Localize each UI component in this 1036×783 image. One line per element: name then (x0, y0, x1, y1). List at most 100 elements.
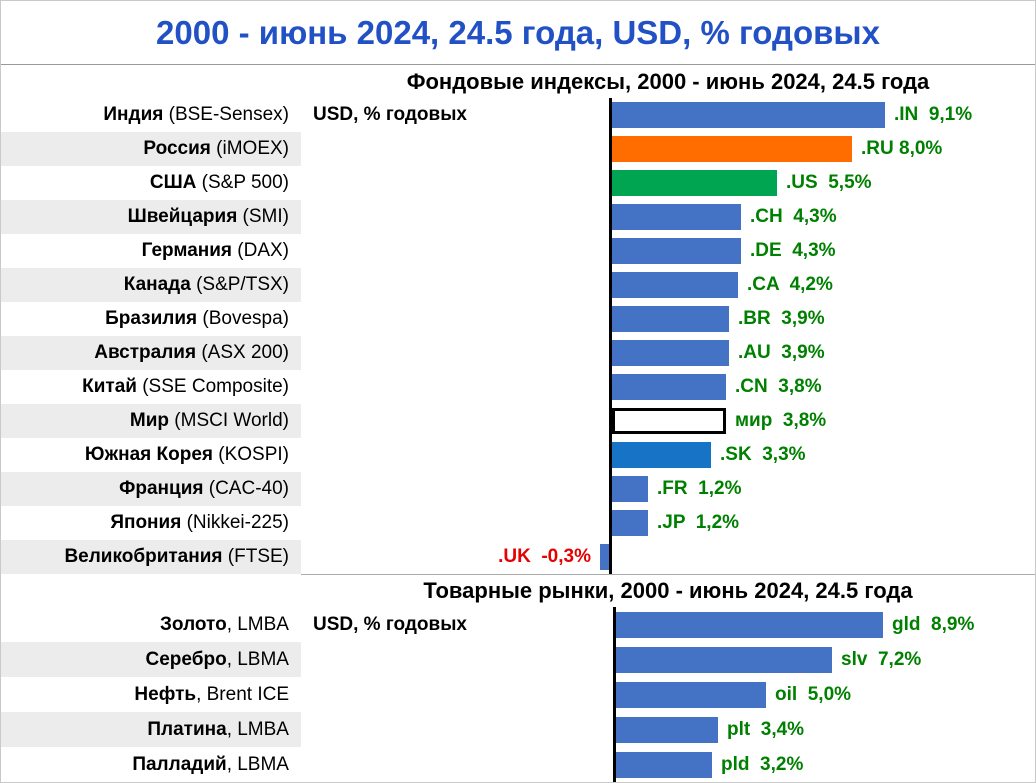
chart-row-palladium: Палладий, LBMA pld 3,2% (1, 747, 1035, 782)
chart-row-world: Мир (MSCI World) мир 3,8% (1, 404, 1035, 438)
bar-value-label: plt 3,4% (727, 718, 805, 740)
axis-line (609, 166, 612, 200)
axis-line (613, 712, 616, 747)
row-label-detail: (Nikkei-225) (181, 512, 289, 533)
chart-row-uk: Великобритания (FTSE) .UK -0,3% (1, 540, 1035, 574)
chart-row-oil: Нефть, Brent ICE oil 5,0% (1, 677, 1035, 712)
axis-left-zone (301, 438, 609, 472)
bar-value-label: мир 3,8% (735, 410, 827, 431)
row-label-detail: (CAC-40) (203, 478, 289, 499)
row-label: Канада (S&P/TSX) (1, 268, 301, 302)
section-title-stock-indices: Фондовые индексы, 2000 - июнь 2024, 24.5… (406, 68, 930, 94)
row-label-detail: (ASX 200) (196, 342, 289, 363)
row-label-detail: , LMBA (226, 718, 289, 740)
bar (612, 306, 729, 332)
bar-negative (600, 544, 609, 570)
axis-line (609, 268, 612, 302)
bar-value-label: .SK 3,3% (720, 444, 806, 465)
chart-row-usa: США (S&P 500) .US 5,5% (1, 166, 1035, 200)
bar-value-label: .CH 4,3% (750, 206, 837, 227)
chart-row-japan: Япония (Nikkei-225) .JP 1,2% (1, 506, 1035, 540)
axis-line (613, 677, 616, 712)
row-label-name: Платина (147, 718, 227, 740)
row-label-name: США (149, 172, 197, 193)
row-label-detail: (FTSE) (222, 546, 289, 567)
plot-cell: .AU 3,9% (301, 336, 1035, 370)
bar (616, 751, 712, 778)
row-label-detail: (DAX) (232, 240, 289, 261)
bar-value-label: .AU 3,9% (738, 342, 825, 363)
row-label-detail: (iMOEX) (210, 138, 289, 159)
axis-line (609, 506, 612, 540)
bar (616, 646, 832, 673)
plot-cell: .BR 3,9% (301, 302, 1035, 336)
bar-value-label: .CA 4,2% (747, 274, 833, 295)
row-label: Австралия (ASX 200) (1, 336, 301, 370)
chart-row-france: Франция (CAC-40) .FR 1,2% (1, 472, 1035, 506)
plot-cell: мир 3,8% (301, 404, 1035, 438)
axis-unit-label: USD, % годовых (313, 104, 468, 125)
row-label: Платина, LMBA (1, 712, 301, 747)
row-label-name: Палладий (132, 753, 227, 775)
bar (616, 716, 718, 743)
axis-left-zone (301, 506, 609, 540)
row-label-name: Серебро (145, 648, 227, 670)
bar (612, 170, 777, 196)
plot-cell: .RU 8,0% (301, 132, 1035, 166)
row-label: Южная Корея (KOSPI) (1, 438, 301, 472)
chart-row-russia: Россия (iMOEX) .RU 8,0% (1, 132, 1035, 166)
section-title-commodities: Товарные рынки, 2000 - июнь 2024, 24.5 г… (301, 574, 1035, 607)
chart-row-platinum: Платина, LMBA plt 3,4% (1, 712, 1035, 747)
plot-cell: .DE 4,3% (301, 234, 1035, 268)
axis-left-zone (301, 677, 613, 712)
row-label-detail: (MSCI World) (169, 410, 289, 431)
axis-left-zone: .UK -0,3% (301, 540, 609, 574)
bar (616, 611, 883, 638)
row-label-name: Австралия (94, 342, 197, 363)
bar (612, 272, 738, 298)
axis-line (609, 370, 612, 404)
row-label: Серебро, LBMA (1, 642, 301, 677)
bar (616, 681, 766, 708)
bar-value-label: slv 7,2% (841, 648, 922, 670)
row-label-name: Бразилия (105, 308, 198, 329)
row-label: Франция (CAC-40) (1, 472, 301, 506)
row-label-name: Южная Корея (84, 444, 213, 465)
axis-line (609, 132, 612, 166)
row-label-name: Швейцария (127, 206, 238, 227)
row-label-name: Великобритания (64, 546, 223, 567)
plot-cell: slv 7,2% (301, 642, 1035, 677)
plot-cell: pld 3,2% (301, 747, 1035, 782)
row-label-detail: (S&P 500) (196, 172, 289, 193)
chart-row-gold: Золото, LMBA USD, % годовых gld 8,9% (1, 607, 1035, 642)
axis-left-zone (301, 472, 609, 506)
chart-row-india: Индия (BSE-Sensex) USD, % годовых .IN 9,… (1, 98, 1035, 132)
axis-line (613, 747, 616, 782)
row-label: Золото, LMBA (1, 607, 301, 642)
bar-value-label: .CN 3,8% (735, 376, 822, 397)
plot-cell: .SK 3,3% (301, 438, 1035, 472)
row-label-detail: , LMBA (226, 613, 289, 635)
axis-line (609, 438, 612, 472)
chart-row-south-korea: Южная Корея (KOSPI) .SK 3,3% (1, 438, 1035, 472)
plot-cell: .FR 1,2% (301, 472, 1035, 506)
plot-cell: .JP 1,2% (301, 506, 1035, 540)
row-label-name: Россия (143, 138, 211, 159)
axis-left-zone (301, 404, 609, 438)
axis-left-zone (301, 747, 613, 782)
row-label: Великобритания (FTSE) (1, 540, 301, 574)
plot-cell: .US 5,5% (301, 166, 1035, 200)
chart-row-australia: Австралия (ASX 200) .AU 3,9% (1, 336, 1035, 370)
chart-row-canada: Канада (S&P/TSX) .CA 4,2% (1, 268, 1035, 302)
bar (612, 340, 729, 366)
bar (612, 204, 741, 230)
row-label-name: Канада (123, 274, 191, 295)
bar (612, 136, 852, 162)
row-label-detail: , LBMA (226, 753, 289, 775)
axis-left-zone (301, 336, 609, 370)
row-label: Нефть, Brent ICE (1, 677, 301, 712)
row-label-detail: (KOSPI) (212, 444, 289, 465)
bar-value-label: .JP 1,2% (657, 512, 740, 533)
axis-left-zone (301, 166, 609, 200)
